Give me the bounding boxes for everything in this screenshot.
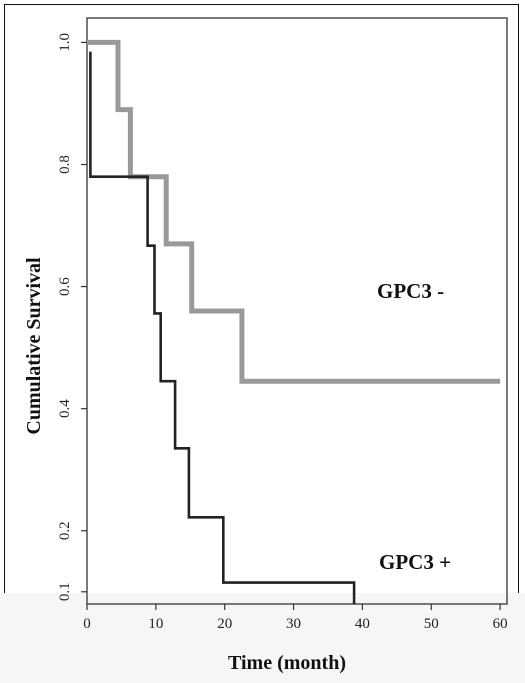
x-tick-label: 50 <box>424 616 439 632</box>
y-tick-label: 0.1 <box>57 582 73 601</box>
x-tick-label: 40 <box>355 616 370 632</box>
y-tick-label: 0.8 <box>57 155 73 174</box>
series-line-gpc3-positive <box>89 51 356 604</box>
x-tick-label: 20 <box>217 616 232 632</box>
y-tick-label: 0.4 <box>57 399 73 418</box>
plot-area-border <box>86 17 508 605</box>
x-axis-title: Time (month) <box>228 652 346 674</box>
series-label-gpc3-negative: GPC3 - <box>377 279 444 303</box>
x-tick-label: 30 <box>286 616 301 632</box>
y-axis-title: Cumulative Survival <box>23 257 45 435</box>
x-tick-label: 10 <box>148 616 163 632</box>
y-tick-label: 0.2 <box>57 521 73 540</box>
y-tick-label: 1.0 <box>57 33 73 52</box>
x-tick-label: 60 <box>493 616 508 632</box>
series-layer <box>87 39 501 604</box>
series-label-gpc3-positive: GPC3 + <box>379 550 451 574</box>
x-tick-label: 0 <box>83 616 91 632</box>
y-tick-label: 0.6 <box>57 277 73 296</box>
axes: 0 10 20 30 40 50 60 0.1 0.2 0.4 0.6 0.8 1.0 <box>57 17 508 632</box>
series-line-gpc3-negative <box>87 39 501 384</box>
